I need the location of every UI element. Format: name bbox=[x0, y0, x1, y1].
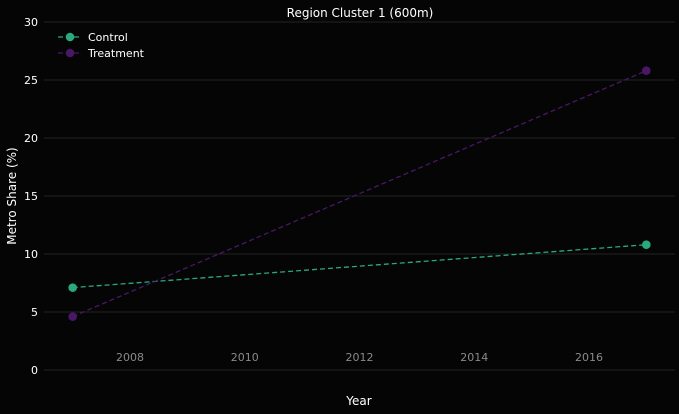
x-axis-title: Year bbox=[345, 394, 371, 408]
y-tick-label: 5 bbox=[31, 306, 38, 319]
x-tick-label: 2014 bbox=[460, 351, 488, 364]
data-point bbox=[642, 240, 651, 250]
y-tick-label: 25 bbox=[24, 74, 38, 87]
series-treatment bbox=[68, 66, 651, 321]
x-tick-label: 2008 bbox=[116, 351, 144, 364]
y-axis-title: Metro Share (%) bbox=[5, 147, 19, 244]
series-control bbox=[68, 240, 651, 292]
series-layer bbox=[68, 66, 651, 321]
data-point bbox=[642, 66, 651, 76]
series-line bbox=[72, 70, 647, 318]
data-point bbox=[68, 312, 77, 321]
legend-label: Control bbox=[88, 31, 128, 44]
y-tick-label: 20 bbox=[24, 132, 38, 145]
legend-entry: Control bbox=[58, 31, 128, 44]
chart-title: Region Cluster 1 (600m) bbox=[287, 6, 434, 20]
legend-marker bbox=[65, 32, 75, 42]
legend-label: Treatment bbox=[87, 47, 145, 60]
x-tick-label: 2016 bbox=[575, 351, 603, 364]
grid-lines bbox=[44, 21, 675, 371]
data-point bbox=[68, 283, 77, 292]
legend: Control Treatment bbox=[58, 31, 145, 60]
series-line bbox=[72, 244, 647, 289]
legend-marker bbox=[65, 48, 75, 58]
x-tick-label: 2012 bbox=[346, 351, 374, 364]
y-tick-label: 30 bbox=[24, 16, 38, 29]
y-tick-label: 10 bbox=[24, 248, 38, 261]
y-tick-label: 15 bbox=[24, 190, 38, 203]
y-tick-label: 0 bbox=[31, 364, 38, 377]
axes: 0 5 10 15 20 25 30 2008 2010 2012 2014 2016 bbox=[24, 16, 603, 377]
x-tick-label: 2010 bbox=[231, 351, 259, 364]
legend-entry: Treatment bbox=[58, 47, 145, 60]
